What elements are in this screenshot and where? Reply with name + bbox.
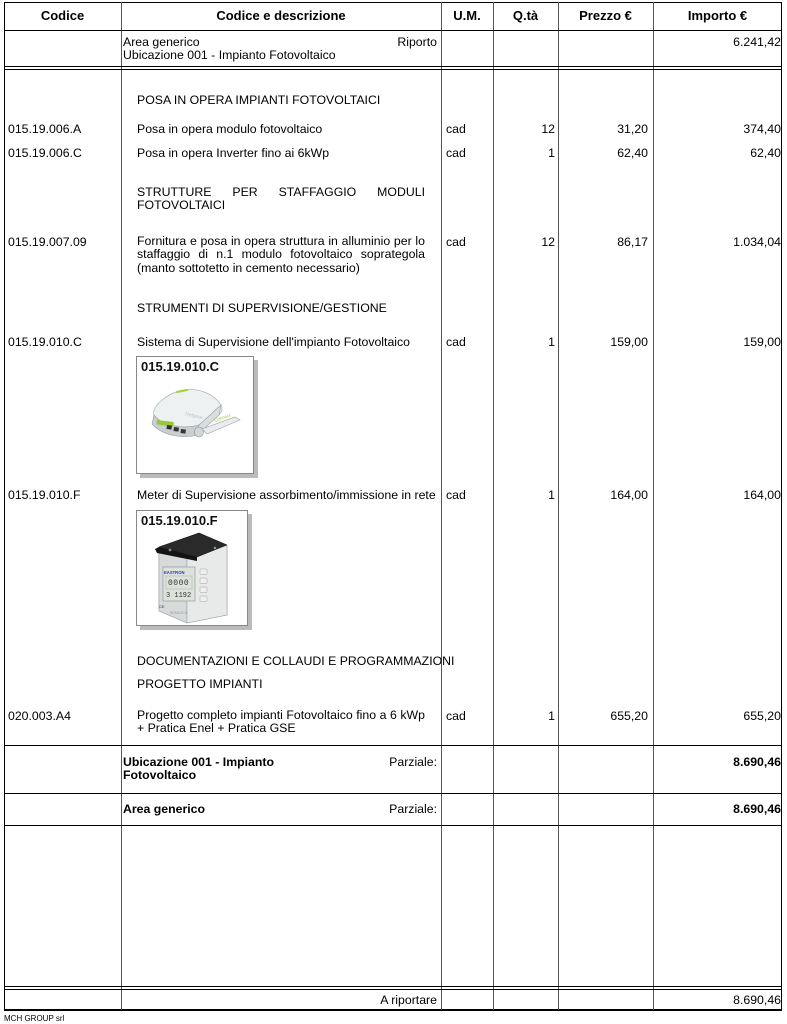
- svg-text:0000: 0000: [168, 579, 189, 588]
- svg-text:CE: CE: [159, 604, 165, 609]
- svg-text:3 1192: 3 1192: [166, 592, 191, 600]
- svg-text:SDM120 M: SDM120 M: [170, 611, 188, 615]
- svg-text:EASTRON: EASTRON: [164, 570, 184, 575]
